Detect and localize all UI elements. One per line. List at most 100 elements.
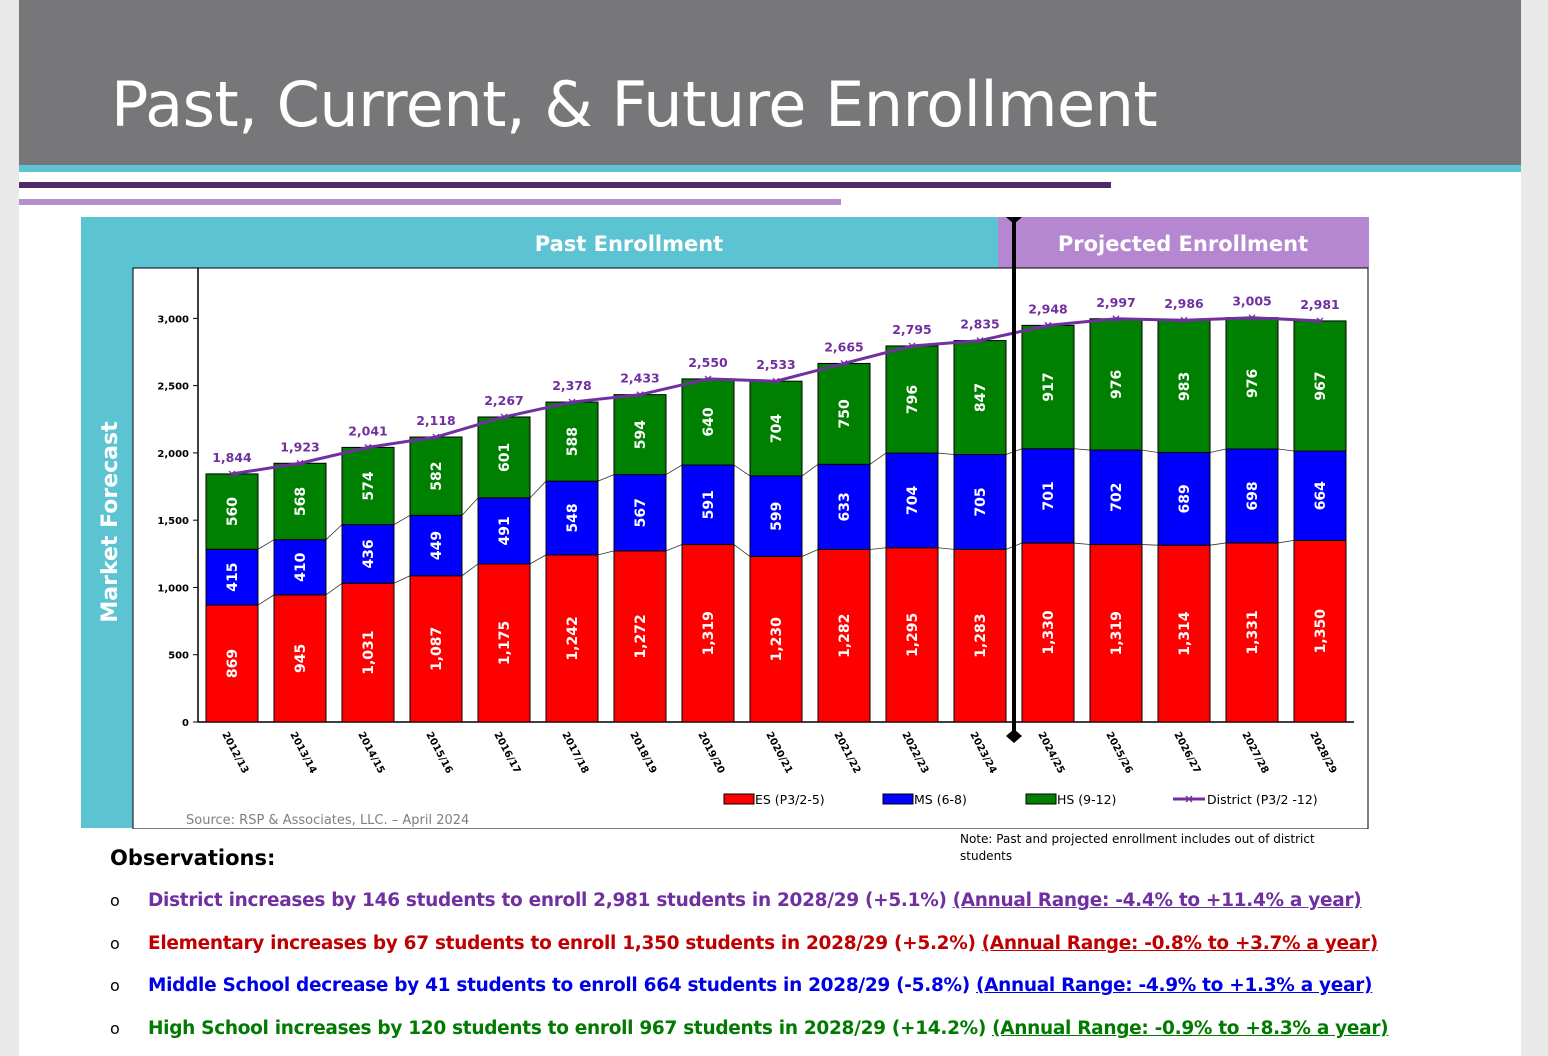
bar-segment	[409, 514, 463, 577]
observation-text: High School increases by 120 students to…	[148, 1018, 987, 1039]
stack-connector	[869, 547, 887, 550]
bar-value-label: 1,031	[361, 630, 377, 674]
bar-value-label: 976	[1109, 370, 1125, 399]
bar-segment	[817, 463, 871, 551]
district-value-label: 2,665	[824, 339, 864, 354]
bar-segment	[341, 524, 395, 584]
stack-connector	[461, 563, 479, 577]
bar-segment	[1225, 448, 1279, 544]
bar-value-label: 702	[1109, 483, 1125, 512]
bullet: o	[110, 891, 120, 910]
stack-connector	[461, 497, 479, 516]
slide: Past, Current, & Future Enrollment Past …	[19, 0, 1521, 1056]
stack-connector	[733, 544, 751, 557]
chart-svg: Past Enrollment Projected Enrollment Mar…	[81, 217, 1369, 829]
district-value-label: 2,118	[416, 413, 456, 428]
district-marker	[296, 459, 304, 467]
bullet: o	[110, 934, 120, 953]
bar-segment	[885, 345, 939, 454]
y-tick-label: 3,000	[157, 314, 189, 325]
stack-connector	[529, 554, 547, 565]
projected-band-label: Projected Enrollment	[1058, 232, 1308, 256]
legend-swatch	[882, 793, 914, 805]
rule-dark	[19, 182, 1111, 188]
district-marker	[1044, 321, 1052, 329]
bar-value-label: 705	[973, 487, 989, 516]
source-text: Source: RSP & Associates, LLC. – April 2…	[186, 813, 469, 828]
legend-swatch	[723, 793, 755, 805]
district-value-label: 2,997	[1096, 295, 1136, 310]
bar-segment	[681, 464, 735, 546]
bar-segment	[545, 480, 599, 556]
bar-segment	[341, 446, 395, 526]
bar-segment	[273, 539, 327, 596]
bullet: o	[110, 1019, 120, 1038]
district-marker	[772, 377, 780, 385]
bar-value-label: 1,295	[905, 613, 921, 657]
y-tick-label: 2,000	[157, 449, 189, 460]
bar-segment	[953, 340, 1007, 456]
bar-segment	[1293, 450, 1347, 541]
bar-segment	[749, 556, 803, 723]
bar-segment	[817, 549, 871, 723]
divider-bottom-marker	[1006, 729, 1022, 743]
bar-value-label: 582	[429, 462, 445, 491]
bar-segment	[545, 554, 599, 723]
observation-text: District increases by 146 students to en…	[148, 890, 947, 911]
bar-segment	[477, 563, 531, 723]
stack-connector	[1209, 448, 1227, 453]
bar-segment	[953, 548, 1007, 723]
bar-value-label: 750	[837, 399, 853, 428]
district-value-label: 3,005	[1232, 294, 1272, 309]
bar-value-label: 415	[225, 563, 241, 592]
side-label: Market Forecast	[98, 421, 123, 623]
bar-value-label: 633	[837, 492, 853, 521]
stack-connector	[1277, 539, 1295, 544]
observation-range: (Annual Range: -0.9% to +8.3% a year)	[992, 1018, 1389, 1039]
bar-value-label: 976	[1245, 369, 1261, 398]
district-value-label: 1,844	[212, 450, 252, 465]
bar-segment	[1293, 320, 1347, 452]
bar-segment	[613, 474, 667, 552]
bar-value-label: 847	[973, 383, 989, 412]
district-marker	[1112, 315, 1120, 323]
stack-connector	[937, 452, 955, 455]
title-bar: Past, Current, & Future Enrollment	[19, 0, 1521, 165]
bar-value-label: 1,283	[973, 614, 989, 658]
bar-segment	[205, 604, 259, 723]
bar-segment	[953, 454, 1007, 550]
bar-value-label: 1,331	[1245, 610, 1261, 654]
observation-range: (Annual Range: -4.9% to +1.3% a year)	[975, 975, 1373, 996]
bar-value-label: 701	[1041, 481, 1057, 510]
stack-connector	[257, 539, 275, 550]
bar-value-label: 640	[701, 407, 717, 436]
district-marker	[636, 391, 644, 399]
stack-connector	[325, 582, 343, 596]
district-value-label: 2,041	[348, 423, 388, 438]
district-value-label: 2,981	[1300, 297, 1340, 312]
y-tick-label: 0	[182, 718, 189, 729]
y-tick-label: 1,500	[157, 516, 189, 527]
legend-swatch	[1025, 793, 1057, 805]
bar-value-label: 983	[1177, 372, 1193, 401]
bar-value-label: 548	[565, 503, 581, 532]
bar-segment	[1021, 324, 1075, 450]
bar-value-label: 704	[905, 486, 921, 515]
stack-connector	[597, 550, 615, 556]
bar-value-label: 664	[1313, 481, 1329, 510]
bar-value-label: 945	[293, 644, 309, 673]
district-value-label: 2,378	[552, 378, 592, 393]
stack-connector	[529, 480, 547, 499]
district-value-label: 2,986	[1164, 296, 1204, 311]
bar-value-label: 1,272	[633, 614, 649, 658]
district-marker	[840, 359, 848, 367]
stack-connector	[801, 549, 819, 557]
bar-value-label: 796	[905, 385, 921, 414]
bar-segment	[477, 416, 531, 499]
district-marker	[908, 342, 916, 350]
stack-connector	[1073, 542, 1091, 545]
bar-value-label: 689	[1177, 484, 1193, 513]
bar-value-label: 594	[633, 420, 649, 449]
stack-connector	[1141, 449, 1159, 453]
bar-value-label: 698	[1245, 481, 1261, 510]
